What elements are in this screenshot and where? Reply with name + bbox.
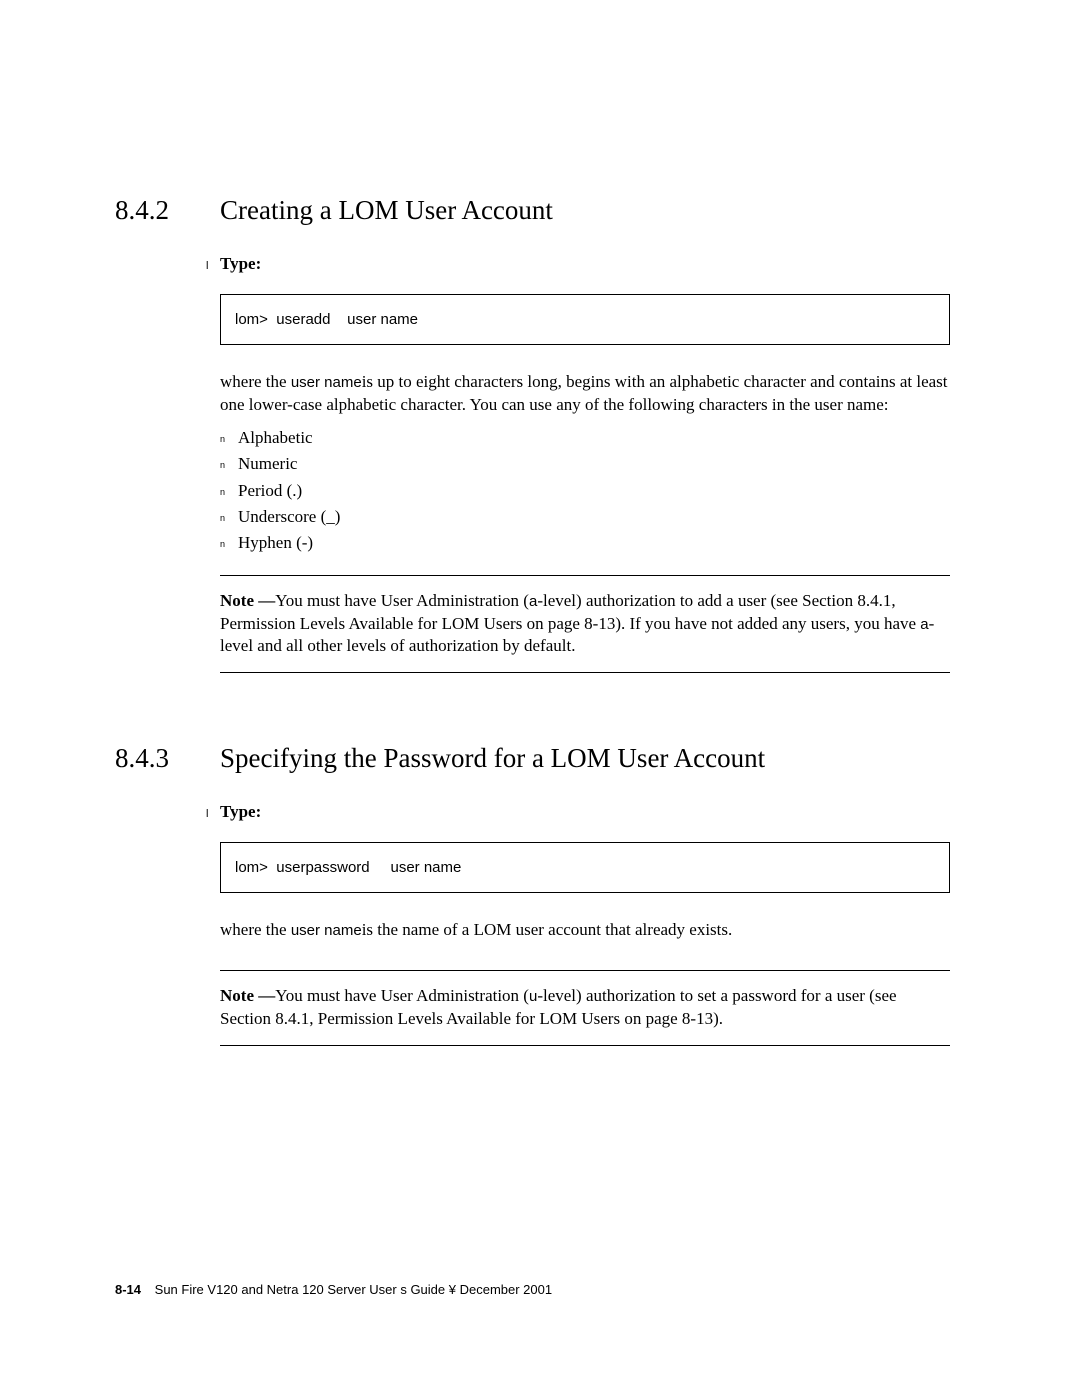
step-line: l Type:: [206, 254, 950, 274]
list-item-label: Alphabetic: [238, 425, 313, 451]
code-box: lom> userpassword user name: [220, 842, 950, 893]
section-843: 8.4.3 Specifying the Password for a LOM …: [115, 743, 950, 1046]
list-item-label: Hyphen (-): [238, 530, 313, 556]
list-item-label: Underscore (_): [238, 504, 340, 530]
para-text-pre: where the: [220, 372, 291, 391]
list-bullet: n: [220, 538, 238, 552]
step-bullet: l: [206, 260, 220, 272]
section-body: l Type: lom> useradd user name where the…: [220, 254, 950, 673]
code-box: lom> useradd user name: [220, 294, 950, 345]
note-label: Note —: [220, 986, 275, 1005]
list-item: n Alphabetic: [220, 425, 950, 451]
page-number: 8-14: [115, 1282, 141, 1297]
list-item: n Underscore (_): [220, 504, 950, 530]
step-label: Type:: [220, 254, 261, 274]
character-list: n Alphabetic n Numeric n Period (.) n Un…: [220, 425, 950, 557]
footer-text: Sun Fire V120 and Netra 120 Server User …: [155, 1282, 552, 1297]
para-text-post: is the name of a LOM user account that a…: [362, 920, 733, 939]
list-item: n Hyphen (-): [220, 530, 950, 556]
note-block: Note —You must have User Administration …: [220, 575, 950, 674]
section-title: Creating a LOM User Account: [220, 195, 553, 226]
section-title: Specifying the Password for a LOM User A…: [220, 743, 765, 774]
section-842: 8.4.2 Creating a LOM User Account l Type…: [115, 195, 950, 673]
list-item: n Numeric: [220, 451, 950, 477]
list-bullet: n: [220, 459, 238, 473]
section-number: 8.4.3: [115, 743, 220, 774]
section-heading: 8.4.3 Specifying the Password for a LOM …: [115, 743, 950, 774]
note-text-pre: You must have User Administration (: [275, 986, 529, 1005]
list-bullet: n: [220, 512, 238, 526]
list-item: n Period (.): [220, 478, 950, 504]
note-block: Note —You must have User Administration …: [220, 970, 950, 1046]
note-label: Note —: [220, 591, 275, 610]
para-text-pre: where the: [220, 920, 291, 939]
paragraph: where the user nameis up to eight charac…: [220, 371, 950, 417]
note-text-pre: You must have User Administration (: [275, 591, 529, 610]
paragraph: where the user nameis the name of a LOM …: [220, 919, 950, 942]
list-item-label: Numeric: [238, 451, 297, 477]
section-body: l Type: lom> userpassword user name wher…: [220, 802, 950, 1046]
list-bullet: n: [220, 433, 238, 447]
step-line: l Type:: [206, 802, 950, 822]
document-page: 8.4.2 Creating a LOM User Account l Type…: [0, 0, 1080, 1397]
section-number: 8.4.2: [115, 195, 220, 226]
page-footer: 8-14 Sun Fire V120 and Netra 120 Server …: [115, 1282, 552, 1297]
list-item-label: Period (.): [238, 478, 302, 504]
list-bullet: n: [220, 486, 238, 500]
inline-code: user name: [291, 374, 362, 391]
inline-code: user name: [291, 922, 362, 939]
inline-code: a: [920, 616, 928, 633]
step-label: Type:: [220, 802, 261, 822]
section-heading: 8.4.2 Creating a LOM User Account: [115, 195, 950, 226]
step-bullet: l: [206, 808, 220, 820]
